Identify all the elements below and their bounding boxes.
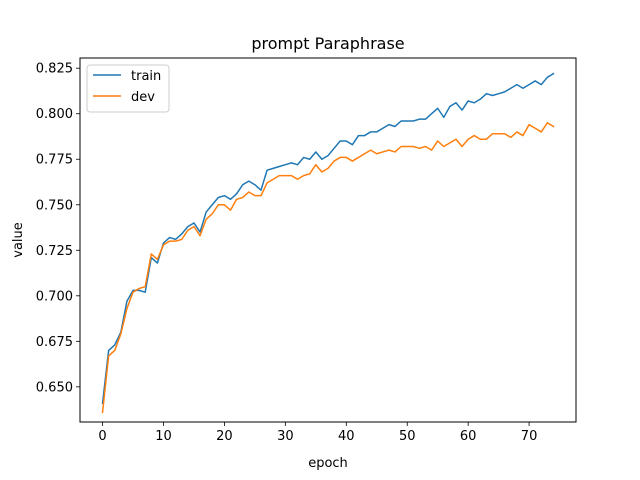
series-line-train [101,72,555,405]
y-tick-label: 0.675 [36,335,73,350]
y-tick-label: 0.800 [36,107,73,122]
y-tick-label: 0.650 [36,380,73,395]
plot-area [101,72,555,414]
y-tick-label: 0.750 [36,198,73,213]
x-tick-label: 50 [399,429,416,444]
y-axis: 0.650 0.675 0.700 0.725 0.750 0.775 0.800 0.825 [36,62,80,395]
legend-label-dev: dev [131,90,155,105]
x-tick-label: 70 [521,429,538,444]
series-line-dev [101,122,555,414]
x-tick-label: 60 [460,429,477,444]
x-axis-label: epoch [308,456,348,471]
x-tick-label: 30 [277,429,294,444]
legend-label-train: train [131,69,161,84]
y-tick-label: 0.775 [36,153,73,168]
legend-box [86,64,170,113]
x-tick-label: 10 [155,429,172,444]
y-tick-label: 0.825 [36,62,73,77]
y-tick-label: 0.725 [36,244,73,259]
x-tick-label: 40 [338,429,355,444]
legend: train dev [86,64,170,113]
y-tick-label: 0.700 [36,289,73,304]
x-tick-label: 20 [216,429,233,444]
x-tick-label: 0 [98,429,106,444]
plot-frame [79,57,577,423]
x-axis: 0 10 20 30 40 50 60 70 [98,422,537,444]
chart-title: prompt Paraphrase [251,34,404,53]
y-axis-label: value [11,222,26,258]
